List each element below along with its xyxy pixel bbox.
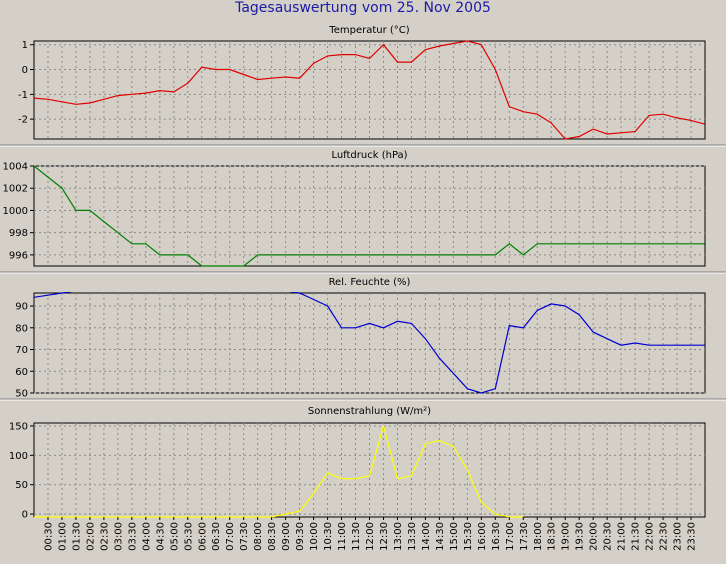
page-title: Tagesauswertung vom 25. Nov 2005 (235, 0, 491, 16)
y-tick-label: 0 (22, 510, 28, 521)
series-line (34, 292, 705, 394)
x-tick-label: 22:30 (659, 522, 670, 551)
x-tick-label: 07:00 (225, 522, 236, 551)
x-tick-label: 11:00 (337, 522, 348, 551)
x-tick-label: 01:30 (71, 522, 82, 551)
y-tick-label: 996 (9, 250, 28, 261)
x-tick-label: 21:30 (631, 522, 642, 551)
y-tick-label: 1004 (3, 162, 28, 173)
x-tick-label: 14:30 (435, 522, 446, 551)
panel-title: Rel. Feuchte (%) (329, 277, 411, 288)
x-tick-label: 03:00 (113, 522, 124, 551)
y-tick-label: 50 (15, 389, 28, 400)
x-tick-label: 15:00 (449, 522, 460, 551)
x-tick-label: 23:30 (687, 522, 698, 551)
x-tick-label: 08:30 (267, 522, 278, 551)
x-tick-label: 19:00 (561, 522, 572, 551)
x-tick-label: 09:30 (295, 522, 306, 551)
x-tick-label: 06:00 (197, 522, 208, 551)
series-line (34, 40, 705, 140)
y-tick-label: 90 (15, 302, 28, 313)
x-tick-label: 09:00 (281, 522, 292, 551)
y-tick-label: 1000 (3, 206, 28, 217)
series-line (34, 165, 705, 267)
y-tick-label: 100 (9, 451, 28, 462)
x-tick-label: 01:00 (57, 522, 68, 551)
x-tick-label: 06:30 (211, 522, 222, 551)
x-tick-label: 15:30 (463, 522, 474, 551)
x-tick-label: 13:30 (407, 522, 418, 551)
x-tick-label: 13:00 (393, 522, 404, 551)
x-tick-label: 00:30 (43, 522, 54, 551)
x-tick-label: 11:30 (351, 522, 362, 551)
x-tick-label: 14:00 (421, 522, 432, 551)
series-line (34, 423, 524, 518)
x-tick-label: 22:00 (645, 522, 656, 551)
x-tick-label: 02:00 (85, 522, 96, 551)
x-tick-label: 05:30 (183, 522, 194, 551)
x-tick-label: 08:00 (253, 522, 264, 551)
x-tick-label: 12:00 (365, 522, 376, 551)
y-tick-label: 150 (9, 421, 28, 432)
panel-title: Temperatur (°C) (328, 25, 409, 36)
x-tick-label: 20:00 (589, 522, 600, 551)
y-tick-label: 0 (22, 65, 28, 76)
y-tick-label: 80 (15, 323, 28, 334)
x-tick-label: 17:00 (505, 522, 516, 551)
x-tick-label: 18:00 (533, 522, 544, 551)
x-tick-label: 10:00 (309, 522, 320, 551)
x-tick-label: 20:30 (603, 522, 614, 551)
y-tick-label: 998 (9, 228, 28, 239)
x-tick-label: 21:00 (617, 522, 628, 551)
x-tick-label: 07:30 (239, 522, 250, 551)
x-tick-label: 02:30 (99, 522, 110, 551)
x-tick-label: 19:30 (575, 522, 586, 551)
x-tick-label: 18:30 (547, 522, 558, 551)
plot-area (33, 40, 706, 140)
x-tick-label: 05:00 (169, 522, 180, 551)
x-tick-label: 16:00 (477, 522, 488, 551)
y-tick-label: 70 (15, 345, 28, 356)
y-tick-label: -1 (18, 90, 28, 101)
panel-title: Sonnenstrahlung (W/m²) (308, 406, 431, 417)
y-tick-label: 60 (15, 367, 28, 378)
x-tick-label: 12:30 (379, 522, 390, 551)
x-tick-label: 23:00 (673, 522, 684, 551)
panel-title: Luftdruck (hPa) (331, 150, 407, 161)
y-tick-label: 1 (22, 40, 28, 51)
x-tick-label: 17:30 (519, 522, 530, 551)
x-tick-label: 10:30 (323, 522, 334, 551)
y-tick-label: -2 (18, 115, 28, 126)
y-tick-label: 1002 (3, 184, 28, 195)
x-tick-label: 03:30 (127, 522, 138, 551)
x-tick-label: 16:30 (491, 522, 502, 551)
y-tick-label: 50 (15, 480, 28, 491)
x-tick-label: 04:00 (141, 522, 152, 551)
x-tick-label: 04:30 (155, 522, 166, 551)
